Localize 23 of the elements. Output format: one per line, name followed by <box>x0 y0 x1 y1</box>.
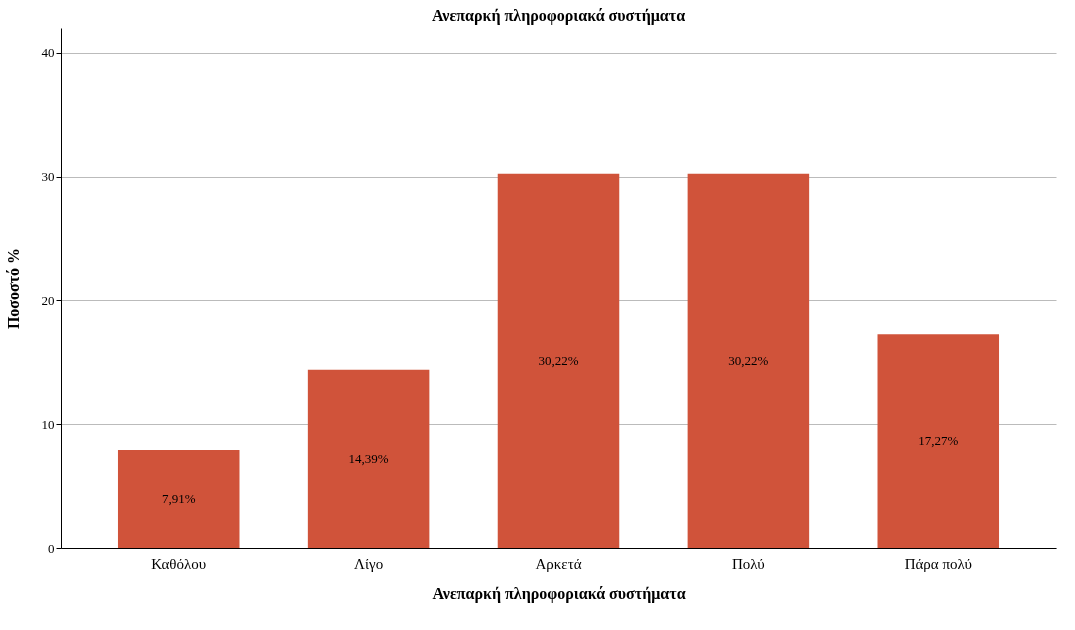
x-tick-label: Πάρα πολύ <box>904 555 972 572</box>
bar <box>877 334 1000 548</box>
data-label: 17,27% <box>918 433 959 449</box>
data-label: 30,22% <box>728 352 769 368</box>
y-tick-label: 10 <box>41 416 55 432</box>
data-label: 14,39% <box>348 450 389 466</box>
x-tick-label: Αρκετά <box>535 555 582 572</box>
bar <box>117 450 240 548</box>
x-axis-title: Ανεπαρκή πληροφοριακά συστήματα <box>432 584 686 603</box>
data-label: 30,22% <box>538 352 579 368</box>
y-tick-label: 40 <box>41 45 55 61</box>
bar <box>687 173 810 548</box>
x-tick-label: Πολύ <box>732 555 765 572</box>
x-tick-label: Λίγο <box>354 555 384 572</box>
x-tick-label: Καθόλου <box>151 555 207 572</box>
y-axis-title: Ποσοστό % <box>4 247 22 330</box>
chart-title: Ανεπαρκή πληροφοριακά συστήματα <box>431 7 686 25</box>
y-tick-label: 30 <box>41 169 55 185</box>
bar <box>307 369 430 548</box>
y-tick-label: 20 <box>41 292 55 308</box>
y-tick-label: 0 <box>48 540 55 556</box>
data-label: 7,91% <box>161 491 196 507</box>
bar <box>497 173 620 548</box>
